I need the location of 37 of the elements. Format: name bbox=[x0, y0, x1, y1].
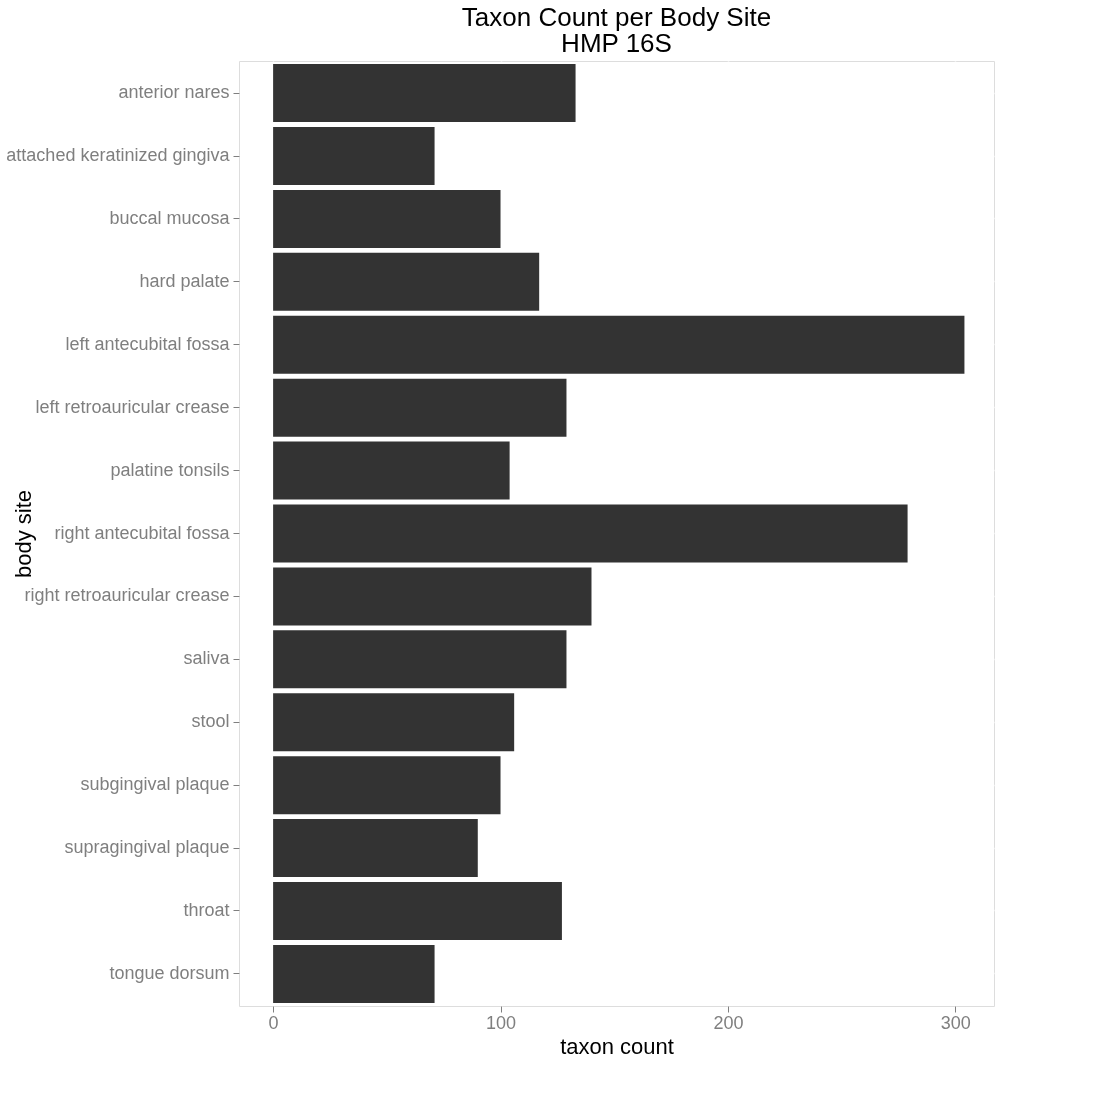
bar bbox=[273, 378, 567, 437]
bar bbox=[273, 819, 478, 878]
bar bbox=[273, 882, 562, 940]
y-tick-label: hard palate bbox=[139, 270, 230, 291]
x-tick-label: 200 bbox=[713, 1012, 744, 1033]
bar bbox=[273, 64, 576, 123]
y-tick-label: left antecubital fossa bbox=[65, 333, 231, 354]
bar bbox=[273, 127, 435, 185]
bar bbox=[273, 756, 501, 815]
x-tick-label: 0 bbox=[268, 1012, 279, 1033]
y-tick-label: tongue dorsum bbox=[109, 962, 230, 983]
x-tick-label: 300 bbox=[940, 1012, 971, 1033]
y-tick-label: buccal mucosa bbox=[109, 207, 231, 228]
bar bbox=[273, 944, 435, 1003]
y-tick-label: palatine tonsils bbox=[110, 459, 230, 480]
y-tick-label: subgingival plaque bbox=[80, 774, 230, 795]
y-tick-label: anterior nares bbox=[118, 82, 230, 103]
bar bbox=[273, 252, 540, 311]
y-tick-label: right retroauricular crease bbox=[24, 585, 230, 606]
x-tick-label: 100 bbox=[486, 1012, 517, 1033]
bar bbox=[273, 315, 965, 374]
y-tick-label: stool bbox=[191, 711, 230, 732]
bar bbox=[273, 441, 510, 500]
y-axis-title: body site bbox=[10, 489, 36, 579]
bar bbox=[273, 630, 567, 689]
y-tick-label: left retroauricular crease bbox=[35, 396, 230, 417]
bar bbox=[273, 189, 501, 248]
bar bbox=[273, 693, 515, 752]
y-tick-label: attached keratinized gingiva bbox=[6, 145, 231, 165]
y-tick-label: saliva bbox=[183, 648, 231, 669]
y-tick-label: throat bbox=[183, 900, 230, 920]
x-axis-title: taxon count bbox=[560, 1033, 674, 1059]
y-tick-label: right antecubital fossa bbox=[54, 522, 231, 543]
bar bbox=[273, 504, 908, 563]
bar bbox=[273, 567, 592, 626]
chart-title: Taxon Count per Body Site bbox=[461, 2, 772, 32]
y-tick-label: supragingival plaque bbox=[64, 837, 230, 858]
